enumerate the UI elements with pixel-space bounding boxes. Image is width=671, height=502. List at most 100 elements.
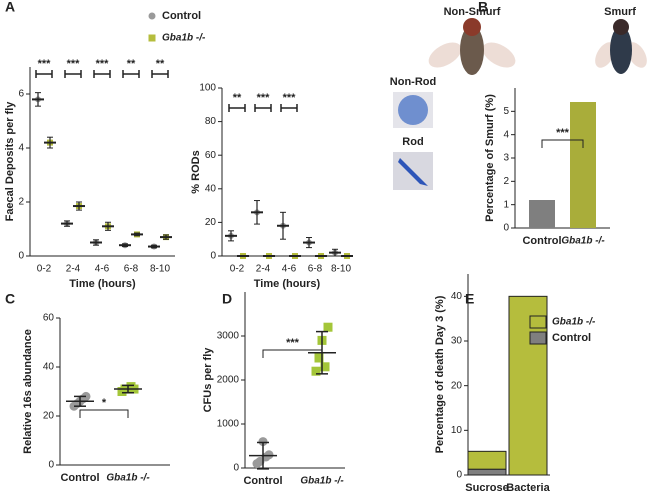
point bbox=[264, 450, 274, 460]
x-tick-label: Control bbox=[243, 475, 282, 487]
y-tick-label: 0 bbox=[503, 223, 509, 234]
y-tick-label: 2 bbox=[18, 197, 24, 208]
x-tick-label: Gba1b -/- bbox=[106, 473, 150, 484]
significance-label: *** bbox=[286, 337, 300, 349]
legend-label: Gba1b -/- bbox=[162, 33, 206, 44]
significance-bracket bbox=[64, 70, 82, 78]
y-tick-label: 60 bbox=[205, 150, 217, 161]
image-label: Non-Smurf bbox=[444, 6, 501, 18]
panel-label: A bbox=[5, 0, 15, 15]
y-tick-label: 3 bbox=[503, 153, 509, 164]
image bbox=[463, 18, 481, 36]
y-tick-label: 40 bbox=[451, 291, 463, 302]
y-tick-label: 0 bbox=[18, 251, 24, 262]
significance-label: * bbox=[102, 397, 107, 409]
y-tick-label: 20 bbox=[205, 217, 217, 228]
legend-label: Control bbox=[552, 332, 591, 344]
x-tick-label: 6-8 bbox=[308, 264, 323, 275]
x-tick-label: Bacteria bbox=[506, 482, 550, 494]
y-axis-label: Faecal Deposits per fly bbox=[4, 101, 16, 222]
image bbox=[610, 26, 632, 74]
significance-label: *** bbox=[38, 58, 52, 70]
significance-bracket bbox=[35, 70, 53, 78]
y-axis-label: CFUs per fly bbox=[202, 347, 214, 413]
panel-label: C bbox=[5, 291, 15, 307]
y-tick-label: 0 bbox=[456, 470, 462, 481]
image-label: Rod bbox=[402, 136, 423, 148]
bar-segment bbox=[467, 450, 507, 470]
significance-label: ** bbox=[233, 92, 242, 104]
y-axis-label: Relative 16s abundance bbox=[22, 329, 34, 454]
significance-bracket bbox=[151, 70, 169, 78]
significance-label: *** bbox=[283, 92, 297, 104]
legend-marker bbox=[529, 315, 547, 329]
image bbox=[482, 42, 516, 68]
significance-label: *** bbox=[556, 127, 570, 139]
image bbox=[428, 42, 462, 68]
legend-marker bbox=[148, 34, 156, 42]
legend-marker bbox=[529, 331, 547, 345]
point bbox=[320, 362, 330, 372]
y-axis-label: Percentage of death Day 3 (%) bbox=[434, 295, 446, 453]
y-tick-label: 0 bbox=[48, 460, 54, 471]
significance-bracket bbox=[79, 409, 129, 418]
y-tick-label: 0 bbox=[210, 251, 216, 262]
y-axis-label: % RODs bbox=[190, 150, 202, 193]
y-tick-label: 0 bbox=[233, 463, 239, 474]
significance-bracket bbox=[280, 104, 298, 112]
point bbox=[323, 322, 333, 332]
x-tick-label: 0-2 bbox=[37, 264, 52, 275]
significance-label: ** bbox=[127, 58, 136, 70]
panel-label: B bbox=[478, 0, 488, 15]
significance-bracket bbox=[262, 349, 323, 358]
x-tick-label: Gba1b -/- bbox=[561, 236, 605, 247]
point bbox=[311, 366, 321, 376]
y-tick-label: 6 bbox=[18, 89, 24, 100]
panel-label: E bbox=[465, 291, 474, 307]
x-tick-label: Control bbox=[522, 235, 561, 247]
y-tick-label: 20 bbox=[43, 411, 55, 422]
bar bbox=[570, 102, 596, 228]
legend-marker bbox=[148, 12, 156, 20]
point bbox=[258, 437, 268, 447]
fly-images: Non-Smurf Smurf bbox=[428, 6, 647, 75]
y-tick-label: 10 bbox=[451, 425, 463, 436]
x-tick-label: 8-10 bbox=[150, 264, 170, 275]
significance-bracket bbox=[122, 70, 140, 78]
y-tick-label: 80 bbox=[205, 116, 217, 127]
x-tick-label: Control bbox=[60, 472, 99, 484]
y-tick-label: 100 bbox=[199, 83, 216, 94]
significance-bracket bbox=[541, 139, 584, 148]
bar bbox=[529, 200, 555, 228]
x-tick-label: 4-6 bbox=[95, 264, 110, 275]
legend-label: Gba1b -/- bbox=[552, 317, 596, 328]
significance-bracket bbox=[228, 104, 246, 112]
image bbox=[460, 25, 484, 75]
image bbox=[595, 42, 615, 68]
significance-label: *** bbox=[67, 58, 81, 70]
legend-label: Control bbox=[162, 10, 201, 22]
y-tick-label: 1000 bbox=[217, 419, 240, 430]
y-tick-label: 4 bbox=[503, 129, 509, 140]
significance-bracket bbox=[254, 104, 272, 112]
rod-images: Non-Rod Rod bbox=[390, 76, 436, 190]
significance-label: *** bbox=[96, 58, 110, 70]
y-axis-label: Percentage of Smurf (%) bbox=[484, 94, 496, 222]
x-axis-label: Time (hours) bbox=[254, 278, 321, 290]
y-tick-label: 1 bbox=[503, 199, 509, 210]
y-tick-label: 5 bbox=[503, 106, 509, 117]
y-tick-label: 20 bbox=[451, 380, 463, 391]
y-tick-label: 60 bbox=[43, 313, 55, 324]
image bbox=[398, 158, 428, 186]
y-tick-label: 40 bbox=[43, 362, 55, 373]
x-tick-label: 2-4 bbox=[256, 264, 271, 275]
significance-bracket bbox=[93, 70, 111, 78]
x-axis-label: Time (hours) bbox=[69, 278, 136, 290]
y-tick-label: 2000 bbox=[217, 375, 240, 386]
image-label: Smurf bbox=[604, 6, 636, 18]
image bbox=[398, 95, 428, 125]
image bbox=[627, 42, 647, 68]
panel-label: D bbox=[222, 291, 232, 307]
y-tick-label: 4 bbox=[18, 143, 24, 154]
bar-segment bbox=[467, 468, 507, 476]
